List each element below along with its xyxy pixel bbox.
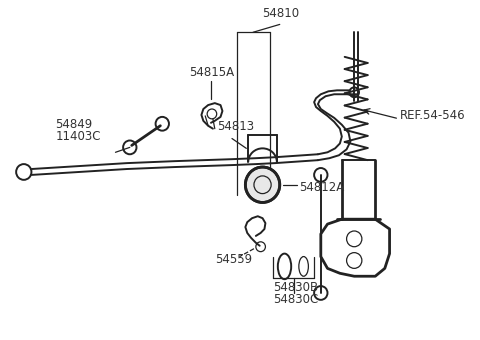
Text: 54810: 54810 bbox=[262, 7, 299, 20]
Text: 54812A: 54812A bbox=[299, 181, 344, 194]
Text: 54559: 54559 bbox=[215, 253, 252, 267]
Text: 54813: 54813 bbox=[216, 120, 254, 133]
Text: 54815A: 54815A bbox=[189, 66, 234, 79]
Text: 11403C: 11403C bbox=[55, 131, 101, 143]
Text: 54830C: 54830C bbox=[273, 293, 318, 306]
Text: 54849: 54849 bbox=[55, 118, 93, 131]
Text: REF.54-546: REF.54-546 bbox=[400, 109, 466, 122]
Text: 54830B: 54830B bbox=[273, 281, 318, 294]
Circle shape bbox=[245, 167, 280, 202]
